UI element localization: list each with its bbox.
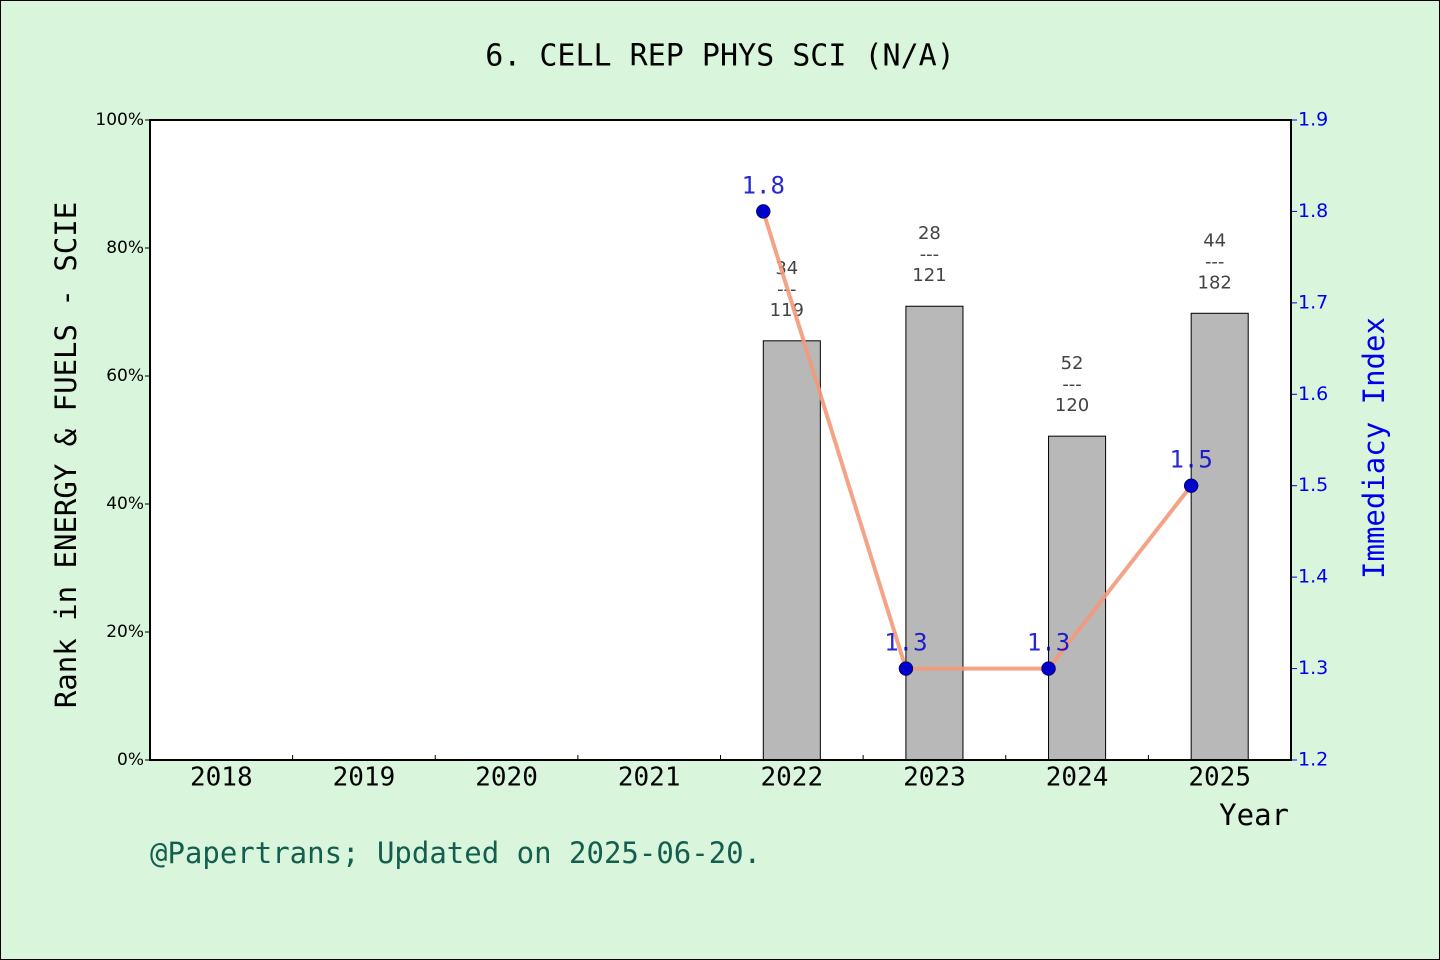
bar bbox=[905, 305, 964, 761]
y-tick-label: 60% bbox=[106, 366, 144, 386]
y-tick-label: 20% bbox=[106, 622, 144, 642]
line bbox=[761, 210, 1193, 671]
chart-title: 6. CELL REP PHYS SCI (N/A) bbox=[485, 39, 955, 74]
point-label: 1.5 bbox=[1169, 446, 1212, 474]
x-tick-label: 2023 bbox=[903, 763, 966, 793]
bar bbox=[762, 340, 821, 761]
bar-label: 44 bbox=[1203, 230, 1226, 251]
y-tick-label: 100% bbox=[95, 110, 144, 130]
x-tick-label: 2020 bbox=[475, 763, 538, 793]
x-tick-label: 2022 bbox=[761, 763, 824, 793]
y2-axis-label: Immediacy Index bbox=[1357, 317, 1391, 579]
y2-tick-label: 1.4 bbox=[1298, 566, 1328, 588]
y-axis-label: Rank in ENERGY & FUELS - SCIE bbox=[49, 202, 83, 708]
plot-area bbox=[150, 120, 1291, 760]
y2-tick-label: 1.3 bbox=[1298, 657, 1328, 679]
bar-label: 120 bbox=[1055, 395, 1089, 416]
bar-label: 182 bbox=[1198, 272, 1232, 293]
x-tick-label: 2018 bbox=[190, 763, 253, 793]
y2-tick-label: 1.5 bbox=[1298, 474, 1328, 496]
marker bbox=[1183, 478, 1199, 493]
y-tick-label: 40% bbox=[106, 494, 144, 514]
bar-label: 119 bbox=[770, 300, 804, 321]
plot-frame bbox=[149, 119, 1292, 761]
bar-label: 121 bbox=[912, 265, 946, 286]
y2-tick-label: 1.2 bbox=[1298, 749, 1328, 771]
bar-label: 28 bbox=[918, 223, 941, 244]
x-tick-label: 2025 bbox=[1188, 763, 1251, 793]
point-label: 1.8 bbox=[742, 171, 785, 199]
x-tick-label: 2021 bbox=[618, 763, 681, 793]
y2-tick-label: 1.7 bbox=[1298, 291, 1328, 313]
y2-tick-label: 1.8 bbox=[1298, 200, 1328, 222]
bar bbox=[1190, 312, 1249, 761]
y2-tick-label: 1.9 bbox=[1298, 109, 1328, 131]
bar-label: --- bbox=[920, 244, 940, 265]
bar bbox=[1048, 435, 1107, 761]
y2-tick-label: 1.6 bbox=[1298, 383, 1328, 405]
point-label: 1.3 bbox=[884, 629, 927, 657]
y-tick-label: 80% bbox=[106, 238, 144, 258]
x-axis-label: Year bbox=[1219, 798, 1289, 832]
footer: @Papertrans; Updated on 2025-06-20. bbox=[150, 836, 761, 870]
bar-label: --- bbox=[1062, 374, 1082, 395]
x-tick-label: 2019 bbox=[333, 763, 396, 793]
x-tick-label: 2024 bbox=[1046, 763, 1109, 793]
marker bbox=[898, 661, 914, 676]
bar-label: --- bbox=[1205, 251, 1225, 272]
marker bbox=[756, 204, 771, 219]
marker bbox=[1041, 661, 1056, 676]
y-tick-label: 0% bbox=[117, 750, 144, 770]
bar-label: 52 bbox=[1061, 353, 1084, 374]
point-label: 1.3 bbox=[1027, 629, 1070, 657]
